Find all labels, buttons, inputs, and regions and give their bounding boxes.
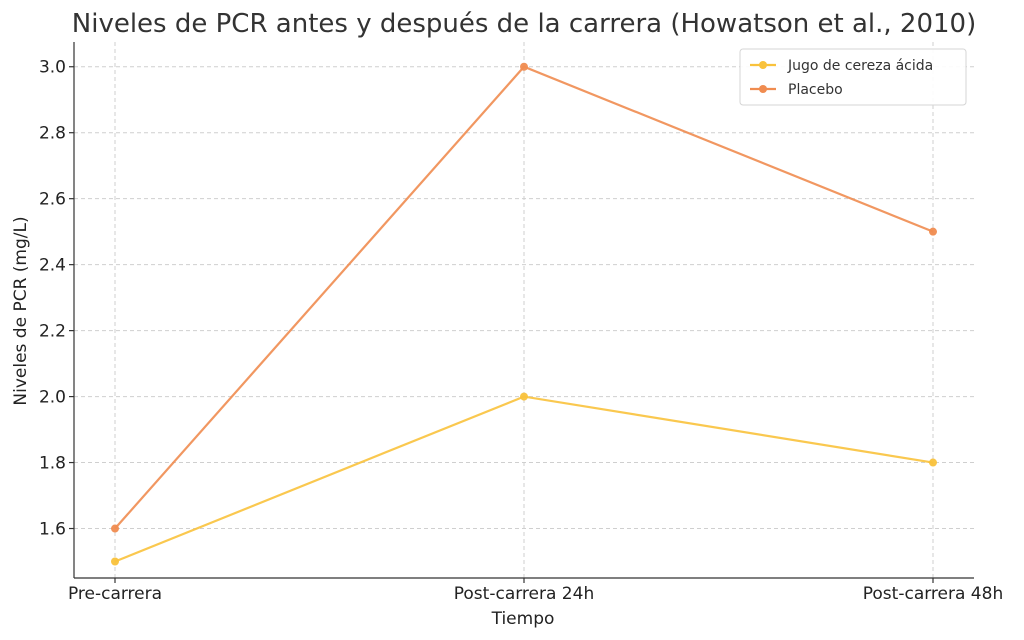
series-point-0-2 — [929, 458, 937, 467]
legend-label-1: Placebo — [788, 82, 843, 98]
ticks-layer: 1.6 1.8 2.0 2.2 2.4 2.6 2.8 3.0 Pre-carrera Post-… — [39, 58, 1003, 604]
series-point-1-1 — [520, 62, 528, 71]
y-axis-label: Niveles de PCR (mg/L) — [11, 216, 31, 405]
chart-title: Niveles de PCR antes y después de la car… — [72, 9, 976, 39]
series-point-0-1 — [520, 392, 528, 401]
y-tick-label: 2.6 — [39, 190, 66, 210]
x-tick-label: Post-carrera 24h — [454, 584, 594, 604]
y-tick-label: 2.2 — [39, 322, 66, 342]
x-tick-label: Pre-carrera — [68, 584, 162, 604]
series-layer — [111, 62, 937, 566]
series-point-0-0 — [111, 557, 119, 566]
x-axis-label: Tiempo — [491, 609, 555, 629]
series-point-1-0 — [111, 524, 119, 533]
series-point-1-2 — [929, 227, 937, 236]
y-tick-label: 1.8 — [39, 454, 66, 474]
y-tick-label: 2.8 — [39, 124, 66, 144]
legend: Jugo de cereza ácida Placebo — [739, 48, 967, 106]
legend-marker-0 — [759, 61, 767, 69]
y-tick-label: 3.0 — [39, 58, 66, 78]
grid-layer — [74, 42, 974, 578]
legend-marker-1 — [759, 85, 767, 93]
y-tick-label: 2.0 — [39, 388, 66, 408]
y-tick-label: 2.4 — [39, 256, 66, 276]
legend-label-0: Jugo de cereza ácida — [787, 58, 933, 74]
y-tick-label: 1.6 — [39, 520, 66, 540]
legend-box — [739, 48, 967, 106]
x-tick-label: Post-carrera 48h — [863, 584, 1003, 604]
